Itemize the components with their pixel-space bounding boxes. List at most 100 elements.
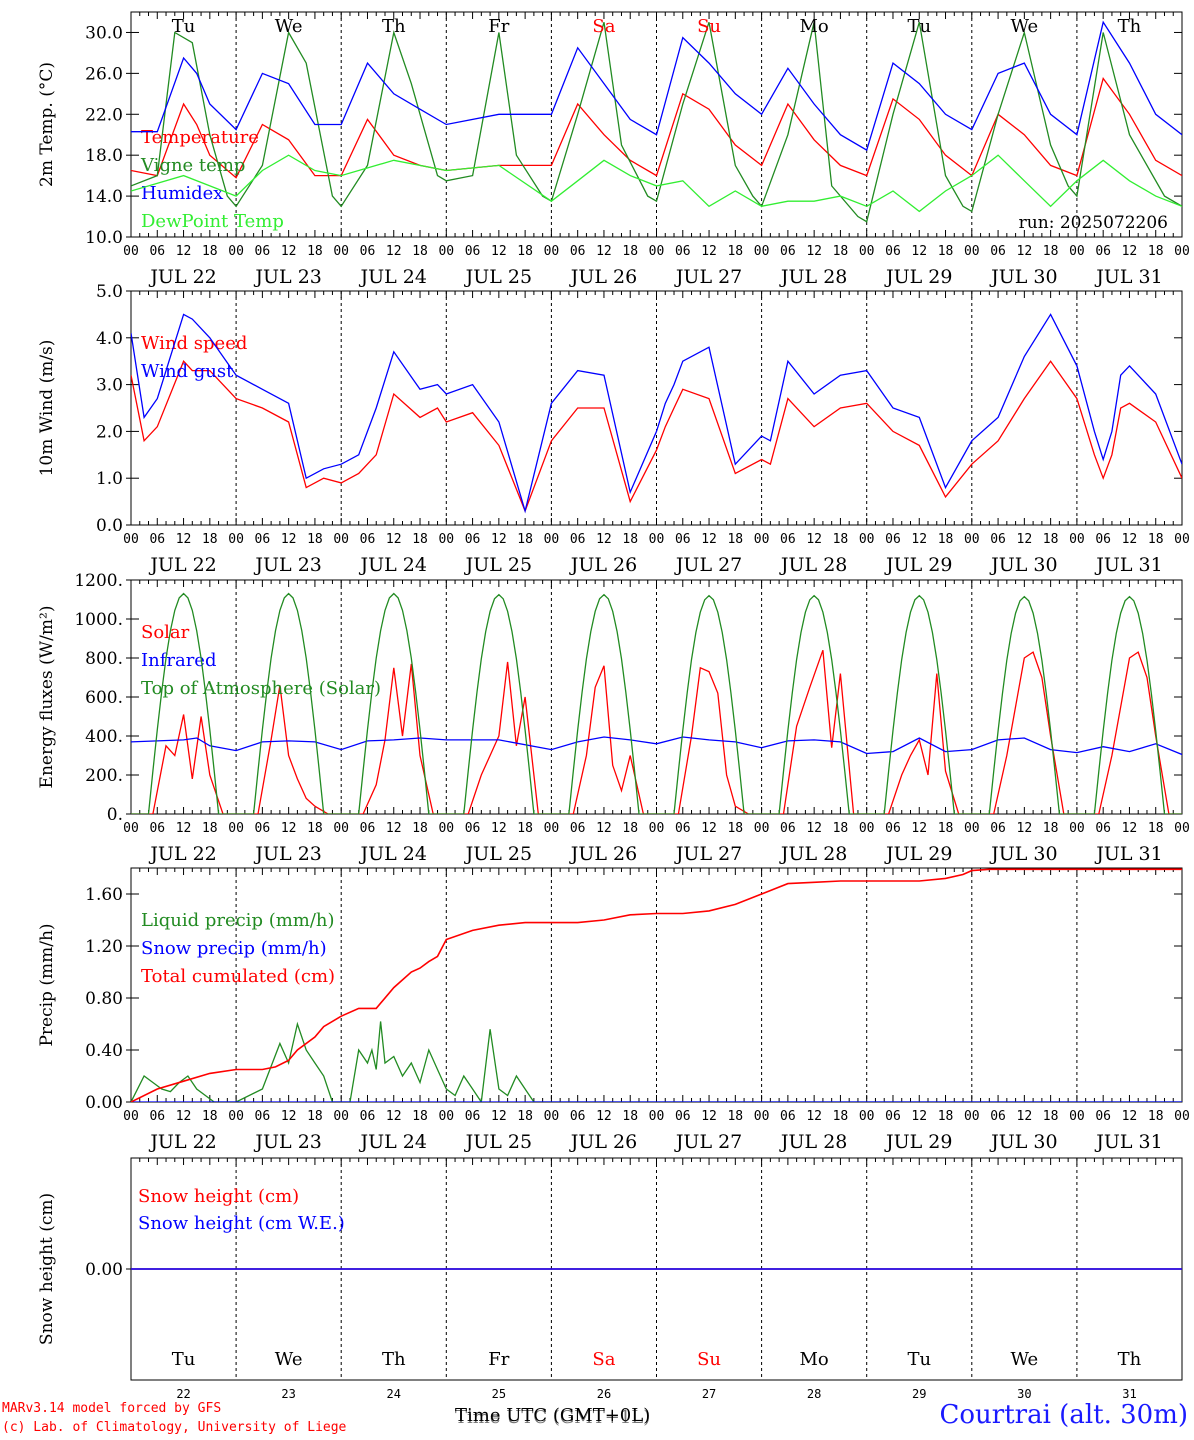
hour-tick-label: 06 <box>149 244 165 259</box>
hour-tick-label: 12 <box>281 244 297 259</box>
hour-tick-label: 18 <box>833 532 849 547</box>
hour-tick-label: 12 <box>701 821 717 836</box>
day-number-label: 30 <box>1017 1387 1031 1401</box>
panel-2: 0.0 1.0 2.0 3.0 4.0 5.0 10m Wind (m/s) Wind spe… <box>37 282 1190 576</box>
hour-tick-label: 12 <box>911 244 927 259</box>
y-axis-label: 2m Temp. (°C) <box>37 62 57 187</box>
y-tick-label: 2.0 <box>96 422 123 442</box>
date-label: JUL 31 <box>1094 554 1162 576</box>
hour-tick-label: 00 <box>649 821 665 836</box>
date-label: JUL 28 <box>779 1131 847 1153</box>
weekday-label: We <box>275 16 303 37</box>
hour-tick-label: 18 <box>938 821 954 836</box>
legend-entry: Wind speed <box>141 333 247 354</box>
hour-tick-label: 00 <box>964 244 980 259</box>
y-tick-label: 200. <box>85 766 123 786</box>
hour-tick-label: 00 <box>544 821 560 836</box>
date-label: JUL 27 <box>674 1131 742 1153</box>
series-line-solar <box>131 649 1182 814</box>
hour-tick-label: 00 <box>859 821 875 836</box>
x-axis-title: Time UTC (GMT+0L) <box>455 1405 651 1426</box>
hour-tick-label: 12 <box>596 821 612 836</box>
hour-tick-label: 00 <box>438 244 454 259</box>
hour-tick-label: 18 <box>1148 532 1164 547</box>
series-line-vigne-temp <box>131 22 1182 223</box>
hour-tick-label: 06 <box>990 244 1006 259</box>
hour-tick-label: 00 <box>228 1109 244 1124</box>
hour-tick-label: 18 <box>307 1109 323 1124</box>
date-label: JUL 23 <box>253 843 321 865</box>
hour-tick-label: 12 <box>491 1109 507 1124</box>
hour-tick-label: 18 <box>622 1109 638 1124</box>
weekday-label: Tu <box>172 1349 196 1370</box>
x-axis-title-overprint: Time UTC (GMT+1L) <box>455 1407 650 1428</box>
hour-tick-label: 12 <box>176 1109 192 1124</box>
hour-tick-label: 00 <box>544 1109 560 1124</box>
hour-tick-label: 18 <box>307 244 323 259</box>
weekday-label: Sa <box>592 16 615 37</box>
hour-tick-label: 12 <box>281 532 297 547</box>
hour-tick-label: 00 <box>964 821 980 836</box>
y-tick-label: 0.40 <box>85 1041 123 1061</box>
hour-tick-label: 12 <box>1122 1109 1138 1124</box>
legend-entry: Liquid precip (mm/h) <box>141 910 335 931</box>
date-label: JUL 28 <box>779 843 847 865</box>
weekday-label: Th <box>1118 1349 1142 1370</box>
y-axis-label: Energy fluxes (W/m²) <box>37 606 57 789</box>
date-label: JUL 28 <box>779 554 847 576</box>
hour-tick-label: 18 <box>517 244 533 259</box>
hour-tick-label: 00 <box>228 532 244 547</box>
series-line-wind-gust <box>131 313 1182 514</box>
hour-tick-label: 12 <box>386 1109 402 1124</box>
date-label: JUL 25 <box>464 554 532 576</box>
date-label: JUL 25 <box>464 843 532 865</box>
hour-tick-label: 06 <box>885 1109 901 1124</box>
hour-tick-label: 00 <box>1069 821 1085 836</box>
hour-tick-label: 18 <box>412 821 428 836</box>
legend-entry: Solar <box>141 622 190 643</box>
y-tick-label: 0. <box>107 805 123 825</box>
hour-tick-label: 00 <box>1069 1109 1085 1124</box>
series-line-infrared <box>131 736 1182 756</box>
hour-tick-label: 18 <box>517 821 533 836</box>
legend-entry: Infrared <box>141 650 216 671</box>
hour-tick-label: 06 <box>990 1109 1006 1124</box>
weekday-label: Th <box>382 16 406 37</box>
legend-entry: DewPoint Temp <box>141 211 284 232</box>
y-tick-label: 1.20 <box>85 937 123 957</box>
hour-tick-label: 00 <box>1174 821 1190 836</box>
hour-tick-label: 06 <box>990 821 1006 836</box>
hour-tick-label: 00 <box>123 821 139 836</box>
series-line-top-of-atmosphere-solar- <box>131 592 1182 814</box>
hour-tick-label: 00 <box>964 1109 980 1124</box>
date-label: JUL 25 <box>464 1131 532 1153</box>
hour-tick-label: 12 <box>176 532 192 547</box>
date-label: JUL 29 <box>884 843 952 865</box>
y-tick-label: 400. <box>85 727 123 747</box>
hour-tick-label: 12 <box>596 1109 612 1124</box>
hour-tick-label: 00 <box>754 532 770 547</box>
hour-tick-label: 18 <box>202 821 218 836</box>
y-tick-label: 4.0 <box>96 329 123 349</box>
hour-tick-label: 12 <box>386 821 402 836</box>
hour-tick-label: 18 <box>1043 244 1059 259</box>
weekday-label: Tu <box>907 16 931 37</box>
date-label: JUL 29 <box>884 1131 952 1153</box>
panel-3: 0. 200. 400. 600. 800. 1000. 1200. Energy fluxe… <box>37 571 1190 865</box>
hour-tick-label: 18 <box>1043 821 1059 836</box>
hour-tick-label: 00 <box>123 532 139 547</box>
hour-tick-label: 18 <box>202 1109 218 1124</box>
hour-tick-label: 00 <box>1069 532 1085 547</box>
day-number-label: 22 <box>176 1387 190 1401</box>
hour-tick-label: 18 <box>622 821 638 836</box>
hour-tick-label: 18 <box>938 1109 954 1124</box>
hour-tick-label: 00 <box>1174 1109 1190 1124</box>
hour-tick-label: 18 <box>202 532 218 547</box>
hour-tick-label: 00 <box>333 821 349 836</box>
hour-tick-label: 06 <box>149 1109 165 1124</box>
date-label: JUL 30 <box>989 843 1057 865</box>
hour-tick-label: 00 <box>1174 244 1190 259</box>
hour-tick-label: 12 <box>1122 821 1138 836</box>
date-label: JUL 22 <box>148 266 216 288</box>
hour-tick-label: 06 <box>780 244 796 259</box>
